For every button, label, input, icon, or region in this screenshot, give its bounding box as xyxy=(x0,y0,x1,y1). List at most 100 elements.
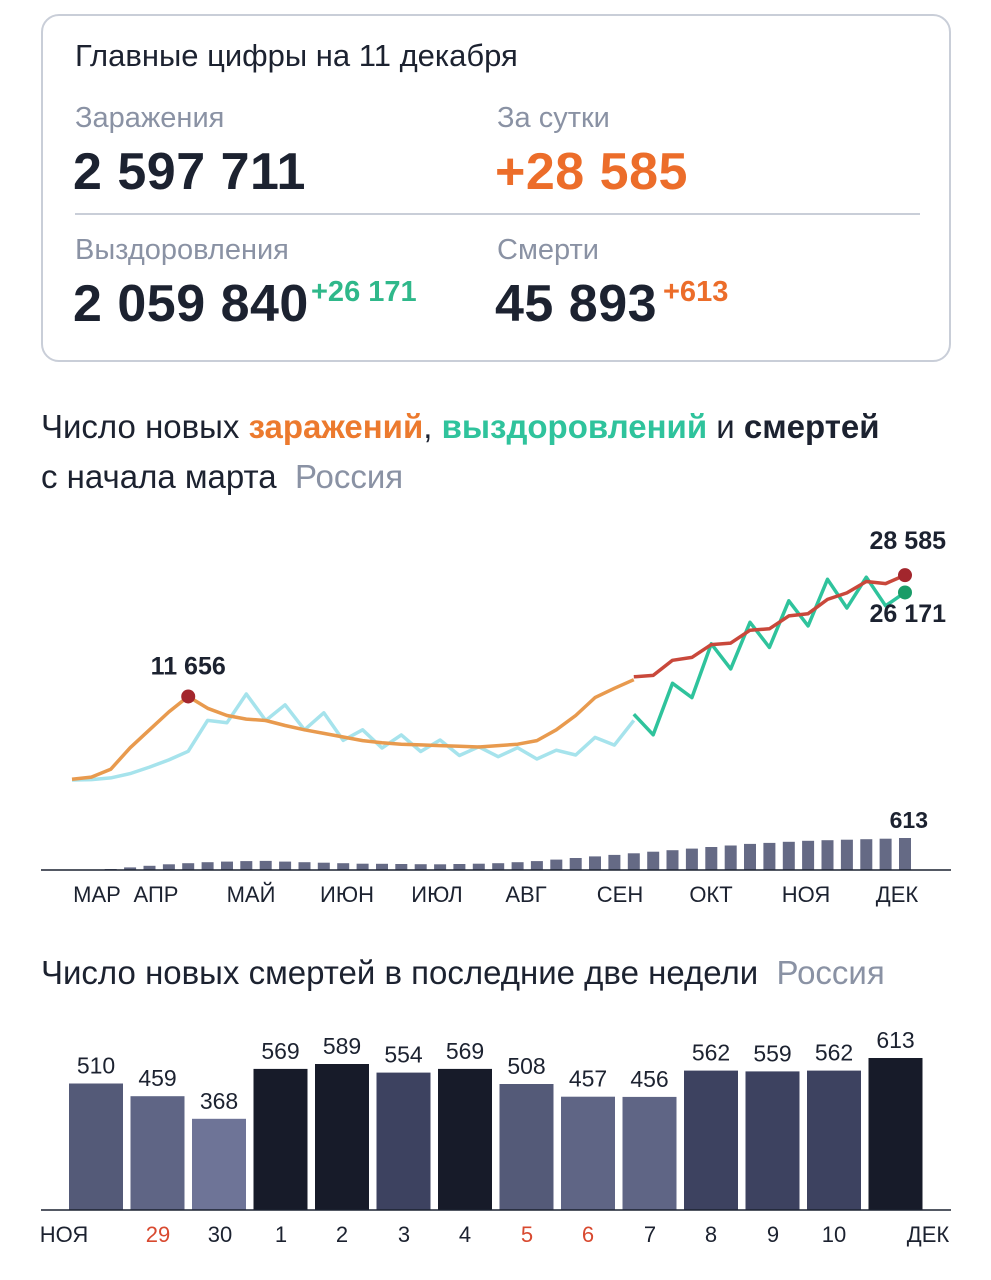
day-tick-label: 7 xyxy=(644,1222,656,1247)
annotation-deaths: 613 xyxy=(890,807,928,833)
day-tick-label: ДЕК xyxy=(907,1222,950,1247)
day-tick-label: 1 xyxy=(275,1222,287,1247)
deaths-bar xyxy=(317,862,330,870)
daily-label: За сутки xyxy=(497,102,610,134)
bar xyxy=(807,1070,861,1210)
deaths-bar xyxy=(666,850,679,870)
infections-label: Заражения xyxy=(75,102,225,134)
deaths-bar xyxy=(550,859,563,870)
bar xyxy=(69,1083,123,1210)
recoveries-label: Выздоровления xyxy=(75,234,289,266)
month-tick-label: МАР xyxy=(73,882,121,907)
day-tick-label: 6 xyxy=(582,1222,594,1247)
month-tick-label: ДЕК xyxy=(876,882,919,907)
deaths-bar xyxy=(744,843,756,870)
deaths-bar xyxy=(802,840,815,870)
annotation-infections: 28 585 xyxy=(870,527,947,555)
deaths-value: 45 893 xyxy=(495,275,658,333)
chart1-subtitle: с начала марта Россия xyxy=(41,458,403,496)
chart2-title: Число новых смертей в последние две неде… xyxy=(41,954,885,992)
deaths-bar xyxy=(899,838,911,870)
bar xyxy=(438,1068,492,1210)
chart1-region: Россия xyxy=(294,458,404,495)
bar-value-label: 508 xyxy=(507,1053,545,1079)
deaths-bar xyxy=(511,862,524,870)
infections-value: 2 597 711 xyxy=(73,143,306,201)
deaths-bar xyxy=(860,839,873,870)
month-tick-label: ИЮН xyxy=(320,882,374,907)
month-tick-label: НОЯ xyxy=(782,882,830,907)
deaths-bar xyxy=(472,863,485,870)
line-chart: 11 656 28 585 26 171 613 МАР АПР МАЙ ИЮН ИЮЛ АВГ С… xyxy=(41,527,951,907)
deaths-bar xyxy=(685,848,698,870)
deaths-bar xyxy=(627,853,640,870)
infections-line-recent xyxy=(633,573,906,679)
chart1-title-recoveries: выздоровлений xyxy=(441,408,708,445)
deaths-bar xyxy=(724,845,737,870)
chart1-title: Число новых заражений, выздоровлений и с… xyxy=(41,408,880,446)
month-tick-label: ОКТ xyxy=(689,882,732,907)
deaths-bar xyxy=(395,864,408,870)
chart2-title-text: Число новых смертей в последние две неде… xyxy=(41,954,759,991)
bar xyxy=(622,1096,677,1210)
chart1-title-deaths: смертей xyxy=(743,408,880,445)
day-tick-label: 10 xyxy=(822,1222,846,1247)
bar-value-label: 589 xyxy=(323,1033,361,1059)
bar-value-label: 562 xyxy=(815,1040,853,1066)
chart1-title-part1: Число новых xyxy=(41,408,249,445)
month-tick-label: АВГ xyxy=(505,882,546,907)
deaths-bar xyxy=(434,864,447,870)
deaths-bar xyxy=(182,863,195,870)
deaths-bar xyxy=(201,862,214,870)
deaths-bar xyxy=(259,860,272,870)
deaths-label: Смерти xyxy=(497,234,599,266)
deaths-bar xyxy=(782,841,795,870)
bar-value-label: 456 xyxy=(630,1066,668,1092)
bar-value-label: 459 xyxy=(138,1065,176,1091)
recoveries-last-dot xyxy=(898,585,912,600)
daily-value: +28 585 xyxy=(495,143,688,201)
deaths-bar xyxy=(492,863,505,870)
deaths-bar xyxy=(569,858,582,870)
day-tick-label: 2 xyxy=(336,1222,348,1247)
annotation-peak: 11 656 xyxy=(151,652,226,680)
deaths-delta: +613 xyxy=(663,276,729,308)
deaths-bar xyxy=(840,839,853,870)
bar-value-label: 562 xyxy=(692,1040,730,1066)
deaths-bar xyxy=(240,861,253,870)
deaths-bar xyxy=(589,856,601,870)
deaths-bar xyxy=(143,865,156,870)
summary-divider xyxy=(75,213,920,215)
bar-value-label: 510 xyxy=(77,1053,115,1079)
bar-value-label: 559 xyxy=(753,1040,791,1066)
deaths-bar xyxy=(279,861,292,870)
deaths-bar xyxy=(608,854,621,870)
chart2-region: Россия xyxy=(776,954,885,991)
bar xyxy=(684,1070,738,1210)
bar xyxy=(253,1068,308,1210)
deaths-bar xyxy=(162,864,175,870)
bar xyxy=(192,1118,246,1210)
bar xyxy=(561,1096,615,1210)
annotation-recoveries: 26 171 xyxy=(870,600,947,628)
bar-value-label: 368 xyxy=(200,1088,238,1114)
deaths-bar xyxy=(647,851,660,870)
peak-dot xyxy=(181,689,196,704)
deaths-bar xyxy=(530,861,543,870)
bar xyxy=(376,1072,431,1210)
deaths-bar xyxy=(414,864,427,870)
recoveries-delta: +26 171 xyxy=(311,276,417,308)
day-tick-label: 4 xyxy=(459,1222,471,1247)
deaths-bar xyxy=(337,863,350,870)
day-tick-label: 3 xyxy=(398,1222,410,1247)
chart1-title-and: и xyxy=(707,408,744,445)
bar-value-label: 569 xyxy=(446,1038,484,1064)
deaths-bar xyxy=(453,864,466,870)
bar-value-label: 569 xyxy=(261,1038,299,1064)
bar xyxy=(130,1096,185,1210)
deaths-bar xyxy=(124,867,137,870)
deaths-bar xyxy=(821,840,834,870)
bar xyxy=(315,1064,369,1210)
bar-value-label: 554 xyxy=(384,1042,423,1068)
recoveries-line xyxy=(71,692,636,782)
